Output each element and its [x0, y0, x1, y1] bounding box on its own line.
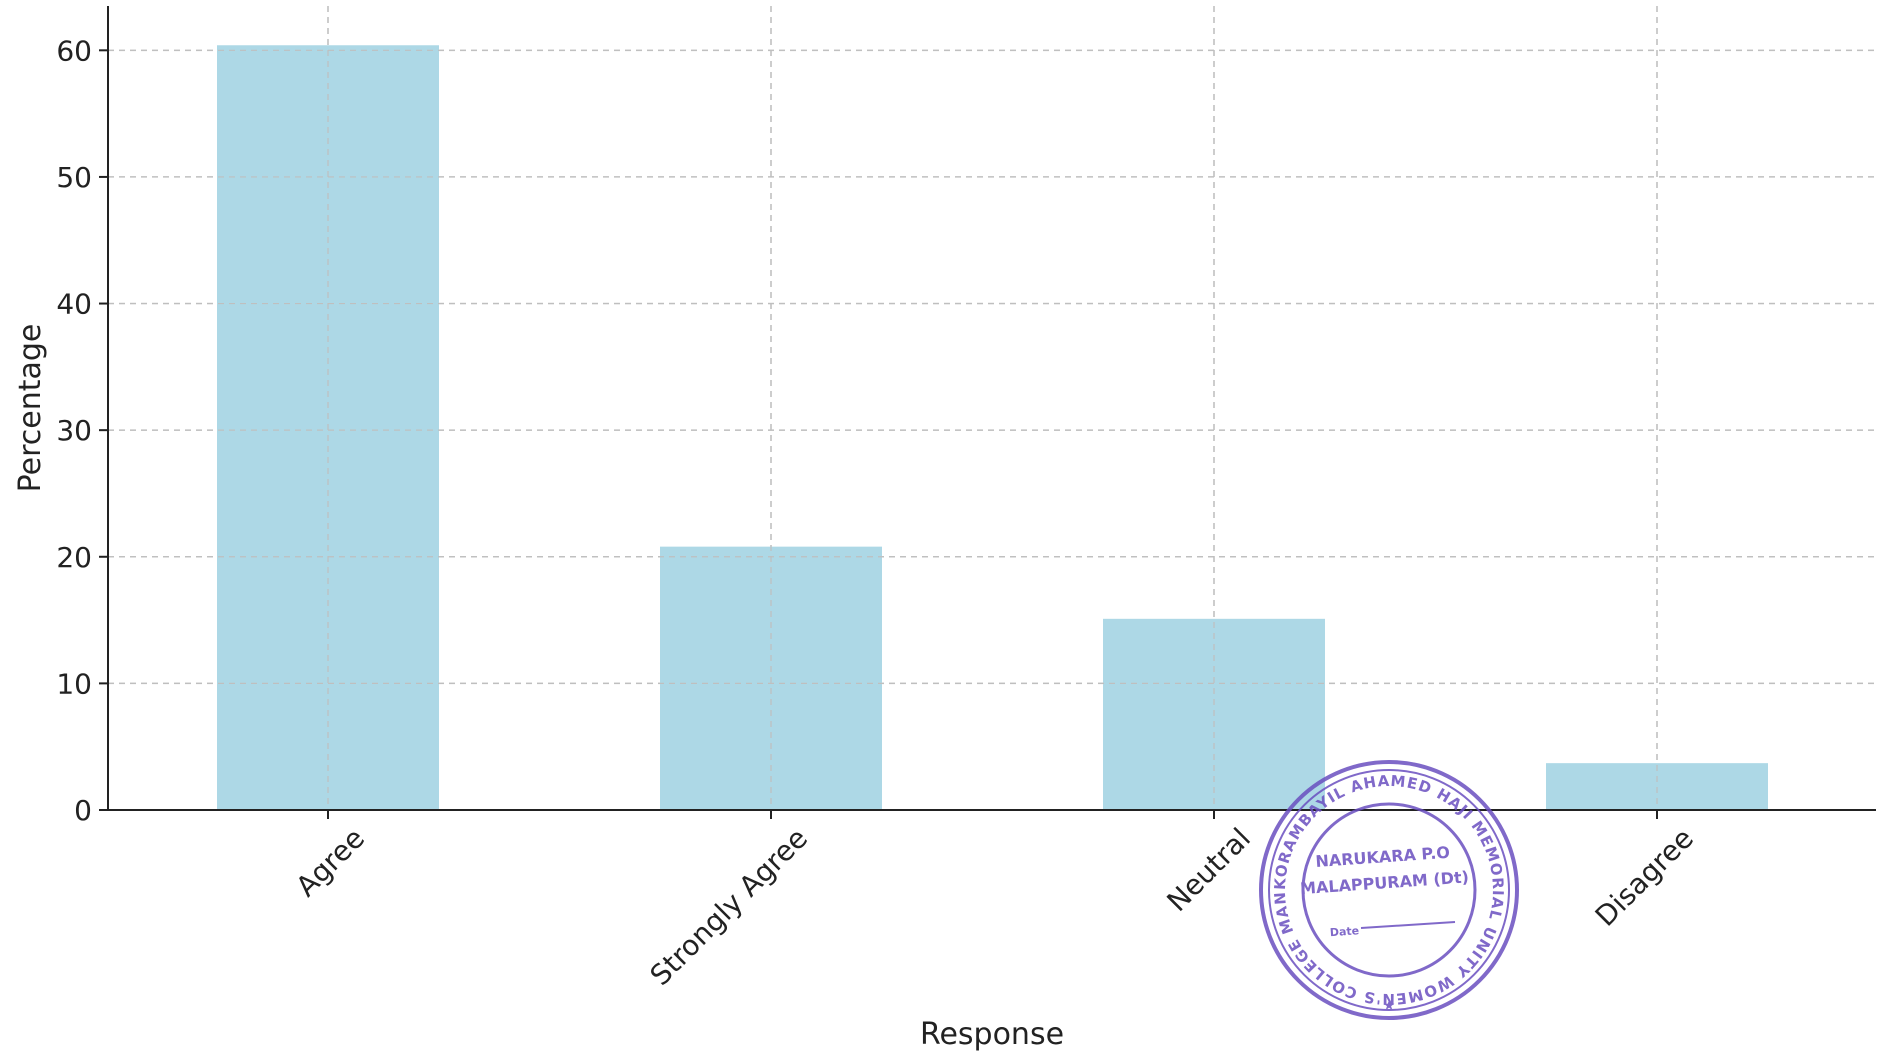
y-tick-label: 10 — [56, 667, 92, 700]
stamp-date-label: Date — [1329, 924, 1359, 939]
y-tick-label: 0 — [74, 794, 92, 827]
y-tick-label: 60 — [56, 34, 92, 67]
x-tick-label: Agree — [289, 822, 371, 904]
x-axis-title: Response — [920, 1017, 1064, 1052]
axes — [99, 6, 1876, 819]
stamp-line-1: NARUKARA P.O — [1315, 843, 1451, 871]
x-tick-label: Disagree — [1589, 822, 1700, 933]
x-tick-label: Strongly Agree — [644, 822, 814, 992]
y-tick-label: 40 — [56, 288, 92, 321]
y-tick-label: 50 — [56, 161, 92, 194]
bars — [108, 6, 1876, 811]
stamp-line-2: MALAPPURAM (Dt) — [1299, 867, 1469, 898]
college-seal-stamp: KORAMBAYIL AHAMED HAJI MEMORIAL UNITY WO… — [1259, 760, 1519, 1020]
stamp-date-line — [1360, 921, 1456, 929]
x-tick-label: Neutral — [1161, 822, 1257, 918]
star-icon: ★ — [1383, 998, 1396, 1014]
y-tick-label: 20 — [56, 541, 92, 574]
y-axis-title: Percentage — [13, 324, 48, 493]
y-tick-label: 30 — [56, 414, 92, 447]
